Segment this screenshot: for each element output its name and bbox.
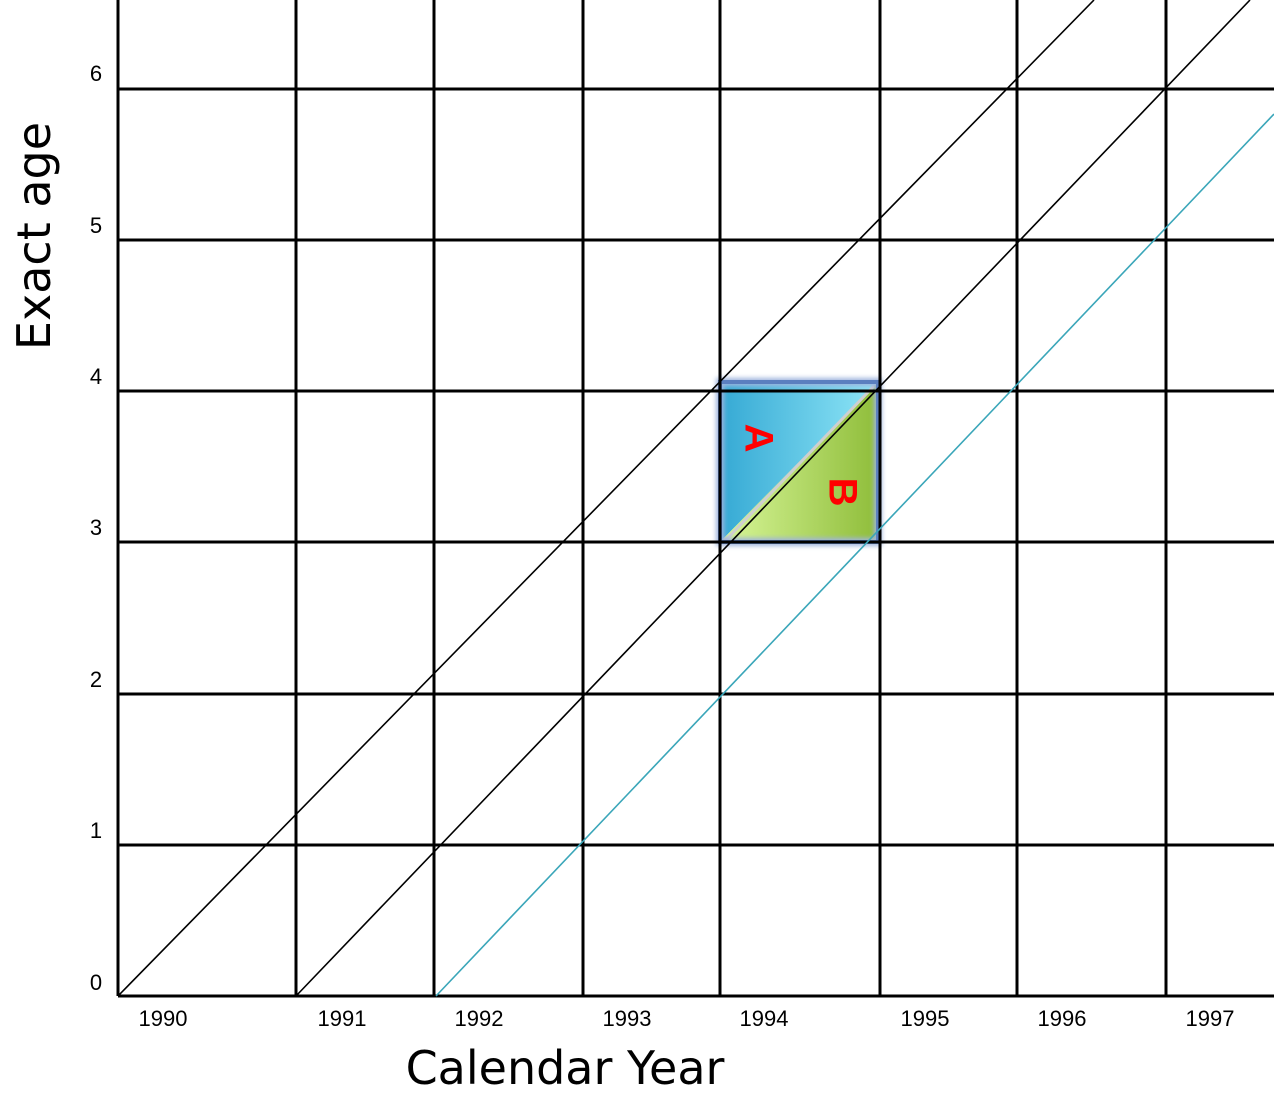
x-tick-label: 1994 [740, 1006, 789, 1031]
y-axis-title: Exact age [7, 122, 61, 350]
y-tick-label: 2 [90, 667, 102, 692]
y-tick-label: 6 [90, 61, 102, 86]
x-tick-label: 1997 [1186, 1006, 1235, 1031]
x-tick-label: 1995 [901, 1006, 950, 1031]
y-tick-label: 0 [90, 970, 102, 995]
y-tick-label: 3 [90, 515, 102, 540]
highlight-cell [716, 378, 882, 546]
x-axis-title: Calendar Year [406, 1041, 725, 1095]
x-tick-label: 1992 [455, 1006, 504, 1031]
y-tick-label: 4 [90, 364, 102, 389]
grid [116, 0, 1274, 998]
region-diagonal [722, 384, 876, 544]
x-tick-label: 1991 [318, 1006, 367, 1031]
region-b-label: B [820, 478, 864, 507]
region-a-label: A [736, 424, 780, 453]
lifelines [117, 0, 1274, 997]
lifeline-cohort-1991 [295, 0, 1251, 997]
lifeline-cohort-1992 [435, 113, 1274, 997]
x-tick-label: 1990 [139, 1006, 188, 1031]
x-axis-tick-labels: 1990 1991 1992 1993 1994 1995 1996 1997 [139, 1006, 1235, 1031]
y-tick-label: 1 [90, 818, 102, 843]
lifeline-cohort-1990 [117, 0, 1095, 997]
y-tick-label: 5 [90, 213, 102, 238]
y-axis-tick-labels: 0 1 2 3 4 5 6 [90, 61, 102, 995]
x-tick-label: 1993 [603, 1006, 652, 1031]
x-tick-label: 1996 [1038, 1006, 1087, 1031]
